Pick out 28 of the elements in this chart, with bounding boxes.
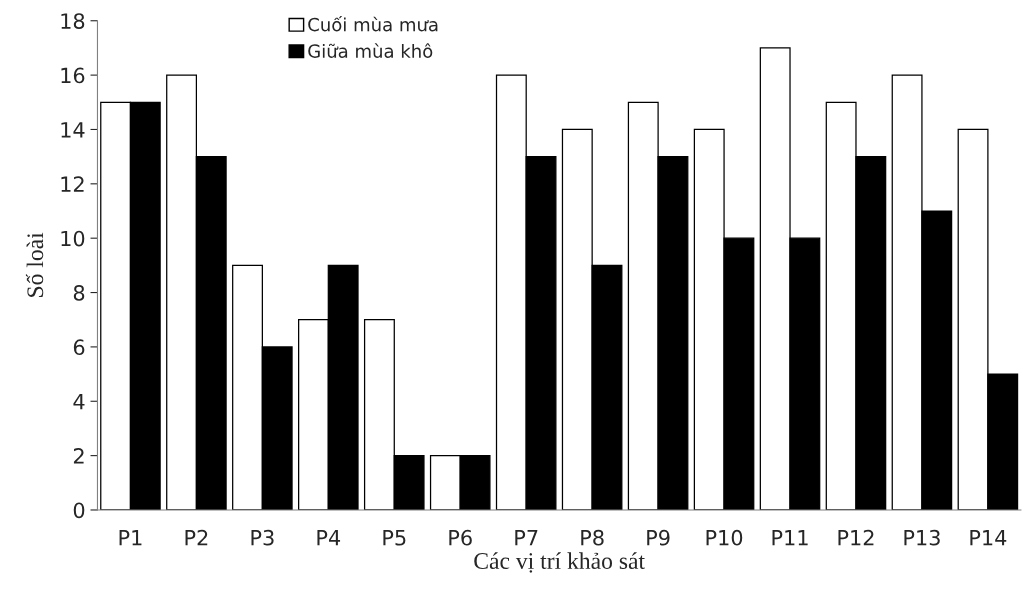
x-tick-label: P1: [119, 530, 142, 546]
x-tick-label: P4: [317, 530, 341, 546]
x-tick-label: P12: [838, 529, 874, 546]
x-tick-label: P5: [383, 530, 406, 546]
y-tick-label: 16: [61, 67, 85, 84]
x-tick-label: P14: [970, 530, 1007, 546]
y-tick-label: 2: [73, 448, 84, 464]
y-tick-label: 10: [61, 230, 85, 247]
x-tick-label: P8: [581, 529, 604, 546]
y-tick-label: 14: [61, 122, 85, 138]
y-tick-label: 0: [73, 502, 85, 519]
x-tick-label: P9: [647, 529, 670, 546]
y-tick-label: 6: [73, 339, 85, 356]
x-tick-label: P10: [706, 529, 743, 546]
y-tick-label: 8: [73, 285, 85, 301]
x-tick-label: P11: [772, 530, 808, 546]
x-tick-label: P6: [449, 529, 472, 546]
y-tick-label: 18: [61, 13, 85, 29]
y-tick-label: 4: [73, 393, 85, 410]
y-tick-label: 12: [61, 176, 84, 192]
x-tick-label: P13: [904, 529, 940, 546]
x-axis-title: Các vị trí khảo sát: [474, 552, 645, 573]
x-tick-label: P2: [185, 529, 208, 546]
x-tick-label: P7: [515, 530, 538, 546]
x-tick-label: P3: [251, 529, 274, 546]
y-axis-title: Số loài: [25, 232, 44, 297]
legend-label: Cuối mùa mưa: [308, 15, 438, 32]
legend-label: Giữa mùa khô: [308, 43, 433, 58]
